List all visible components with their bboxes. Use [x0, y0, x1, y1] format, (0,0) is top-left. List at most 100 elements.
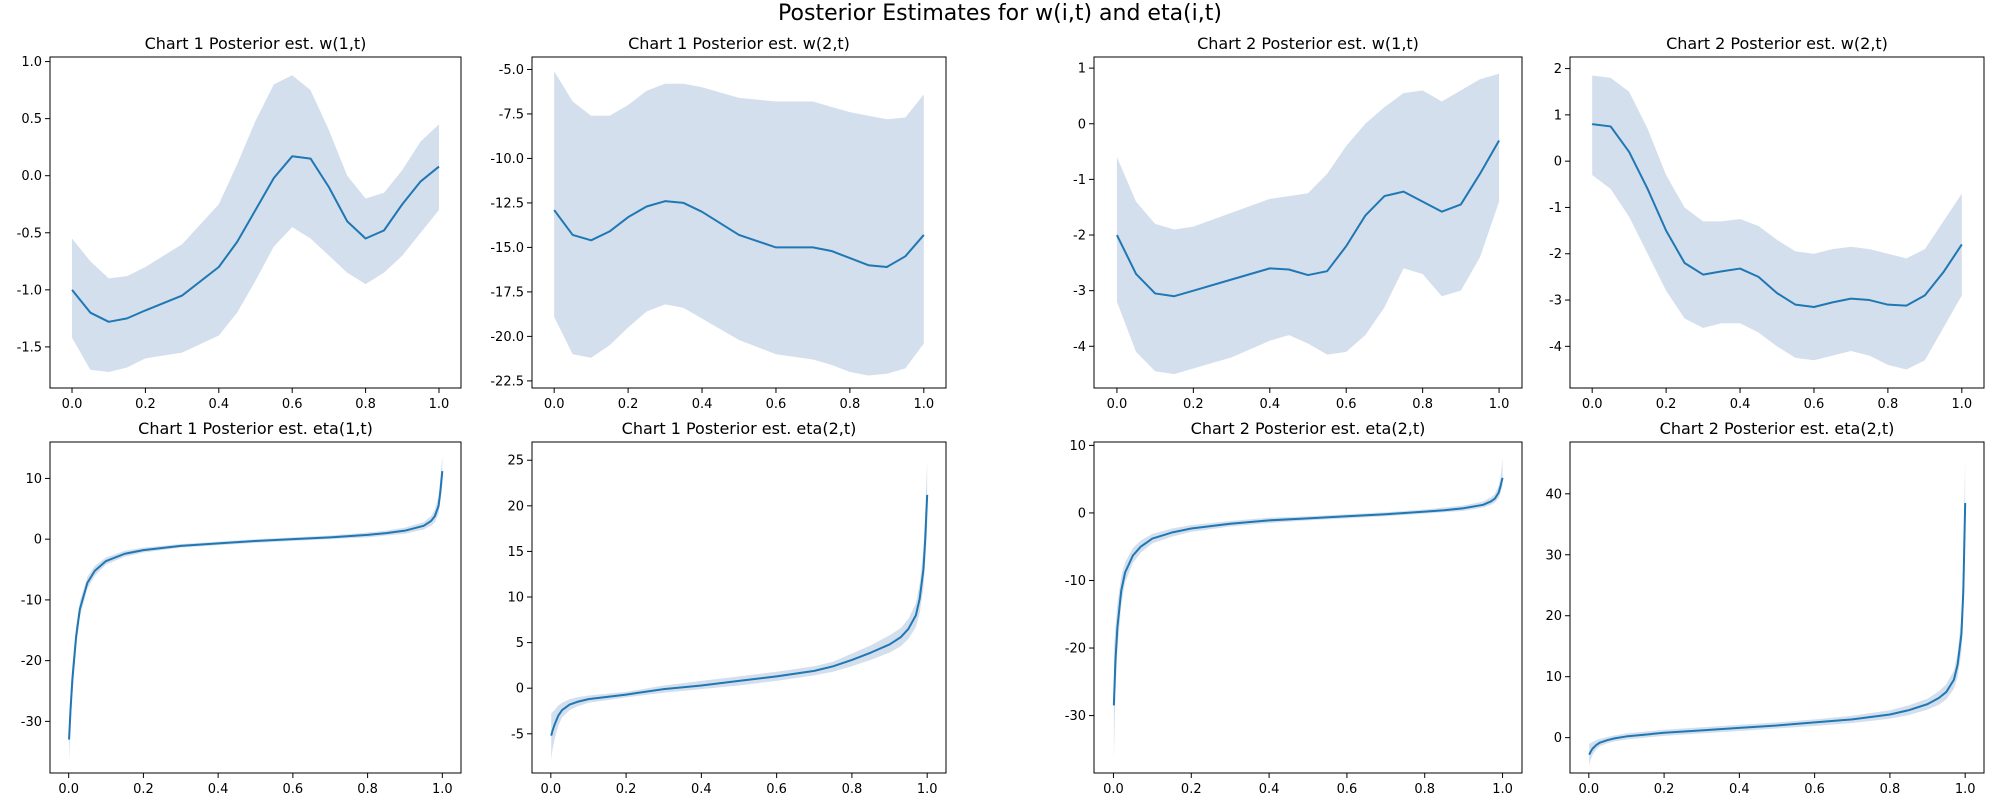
x-tick-label: 0.4 — [691, 782, 712, 797]
y-tick-label: -20 — [21, 654, 42, 669]
posterior-mean-line — [553, 200, 925, 268]
y-tick-label: 0 — [34, 533, 42, 548]
x-tick-label: 0.0 — [58, 782, 79, 797]
y-tick-label: 20 — [1545, 609, 1562, 624]
y-tick-label: 0.5 — [21, 112, 42, 127]
chart-panel-6: 0.0 0.2 0.4 0.6 0.8 1.0 -5 0 5 10 15 20 25 Chart 1 Po… — [507, 419, 947, 797]
y-tick-label: 10 — [1545, 670, 1562, 685]
x-tick-label: 0.0 — [1578, 782, 1599, 797]
y-tick-label: -22.5 — [490, 374, 524, 389]
y-tick-label: -20 — [1065, 642, 1086, 657]
x-tick-label: 0.4 — [1259, 782, 1280, 797]
chart-panel-5: 0.0 0.2 0.4 0.6 0.8 1.0 -30 -20 -10 0 10 Chart 1 Po… — [21, 419, 462, 797]
y-tick-label: 40 — [1545, 487, 1562, 502]
y-tick-label: 0 — [1554, 731, 1562, 746]
chart-title: Chart 2 Posterior est. w(2,t) — [1666, 34, 1888, 53]
y-tick-label: 25 — [507, 454, 524, 469]
x-tick-label: 0.4 — [692, 397, 713, 412]
y-tick-label: 5 — [516, 636, 524, 651]
y-tick-label: 0.0 — [21, 169, 42, 184]
x-tick-label: 0.6 — [1804, 397, 1825, 412]
y-tick-label: -1.5 — [17, 340, 42, 355]
y-tick-label: -12.5 — [490, 196, 524, 211]
x-tick-label: 0.6 — [1337, 782, 1358, 797]
x-tick-label: 1.0 — [429, 397, 450, 412]
y-tick-label: 1.0 — [21, 55, 42, 70]
y-tick-label: -30 — [21, 715, 42, 730]
y-tick-label: -30 — [1065, 709, 1086, 724]
y-tick-label: 0 — [1078, 506, 1086, 521]
x-tick-label: 0.0 — [1107, 397, 1128, 412]
axes-frame — [49, 56, 462, 389]
chart-panel-1: 0.0 0.2 0.4 0.6 0.8 1.0 -1.5 -1.0 -0.5 0.0 0.5 1.0 C… — [17, 34, 462, 412]
axes-frame — [49, 441, 462, 774]
x-tick-label: 0.6 — [283, 782, 304, 797]
axes-frame — [531, 441, 947, 774]
chart-title: Chart 1 Posterior est. w(2,t) — [628, 34, 850, 53]
x-tick-label: 0.8 — [842, 782, 863, 797]
posterior-mean-line — [71, 155, 440, 323]
y-tick-label: -0.5 — [17, 226, 42, 241]
posterior-mean-line — [1112, 477, 1504, 706]
y-tick-label: 15 — [507, 545, 524, 560]
x-tick-label: 0.8 — [357, 782, 378, 797]
y-tick-label: 0 — [1078, 117, 1086, 132]
y-tick-label: -1 — [1073, 173, 1086, 188]
chart-panel-7: 0.0 0.2 0.4 0.6 0.8 1.0 -30 -20 -10 0 10 Chart 2 Po… — [1065, 419, 1523, 797]
x-tick-label: 0.6 — [766, 782, 787, 797]
x-tick-label: 0.0 — [1103, 782, 1124, 797]
posterior-mean-line — [1116, 139, 1500, 298]
x-tick-label: 0.8 — [1412, 397, 1433, 412]
x-tick-label: 0.2 — [1656, 397, 1677, 412]
credible-band — [1113, 458, 1503, 760]
chart-panel-2: 0.0 0.2 0.4 0.6 0.8 1.0 -22.5 -20.0 -17.5 -15.0 -1… — [490, 34, 947, 412]
y-tick-label: 0 — [1554, 155, 1562, 170]
chart-title: Chart 1 Posterior est. w(1,t) — [145, 34, 367, 53]
x-tick-label: 0.2 — [618, 397, 639, 412]
y-tick-label: -1 — [1549, 201, 1562, 216]
x-tick-label: 1.0 — [1492, 782, 1513, 797]
credible-band — [1592, 75, 1962, 370]
x-tick-label: 1.0 — [1489, 397, 1510, 412]
x-tick-label: 0.6 — [1804, 782, 1825, 797]
x-tick-label: 0.0 — [540, 782, 561, 797]
axes-frame — [1569, 441, 1985, 774]
x-tick-label: 0.0 — [1582, 397, 1603, 412]
y-tick-label: -2 — [1549, 247, 1562, 262]
x-tick-label: 0.4 — [1730, 397, 1751, 412]
posterior-mean-line — [550, 494, 929, 736]
y-tick-label: 10 — [1069, 439, 1086, 454]
x-tick-label: 0.2 — [1654, 782, 1675, 797]
axes-frame — [1093, 56, 1523, 389]
y-tick-label: -10.0 — [490, 152, 524, 167]
x-tick-label: 0.4 — [1729, 782, 1750, 797]
x-tick-label: 0.8 — [840, 397, 861, 412]
y-tick-label: 1 — [1554, 108, 1562, 123]
chart-title: Chart 1 Posterior est. eta(2,t) — [622, 419, 857, 438]
x-tick-label: 0.8 — [355, 397, 376, 412]
y-tick-label: 10 — [25, 472, 42, 487]
posterior-mean-line — [1592, 123, 1963, 308]
x-tick-label: 0.2 — [616, 782, 637, 797]
y-tick-label: 30 — [1545, 548, 1562, 563]
x-tick-label: 0.0 — [62, 397, 83, 412]
x-tick-label: 0.8 — [1878, 397, 1899, 412]
x-tick-label: 0.2 — [1183, 397, 1204, 412]
y-tick-label: -15.0 — [490, 241, 524, 256]
x-tick-label: 0.6 — [1336, 397, 1357, 412]
chart-panel-3: 0.0 0.2 0.4 0.6 0.8 1.0 -4 -3 -2 -1 0 1 Chart 2 Post… — [1073, 34, 1523, 412]
y-tick-label: 10 — [507, 591, 524, 606]
x-tick-label: 0.4 — [208, 782, 229, 797]
x-tick-label: 1.0 — [917, 782, 938, 797]
y-tick-label: -3 — [1073, 284, 1086, 299]
y-tick-label: -20.0 — [490, 330, 524, 345]
x-tick-label: 1.0 — [432, 782, 453, 797]
y-tick-label: -10 — [1065, 574, 1086, 589]
x-tick-label: 0.2 — [135, 397, 156, 412]
x-tick-label: 0.4 — [1259, 397, 1280, 412]
chart-title: Chart 1 Posterior est. eta(1,t) — [138, 419, 373, 438]
chart-panel-4: 0.0 0.2 0.4 0.6 0.8 1.0 -4 -3 -2 -1 0 1 2 Chart 2 Pos… — [1549, 34, 1985, 412]
y-tick-label: 20 — [507, 499, 524, 514]
x-tick-label: 0.8 — [1880, 782, 1901, 797]
